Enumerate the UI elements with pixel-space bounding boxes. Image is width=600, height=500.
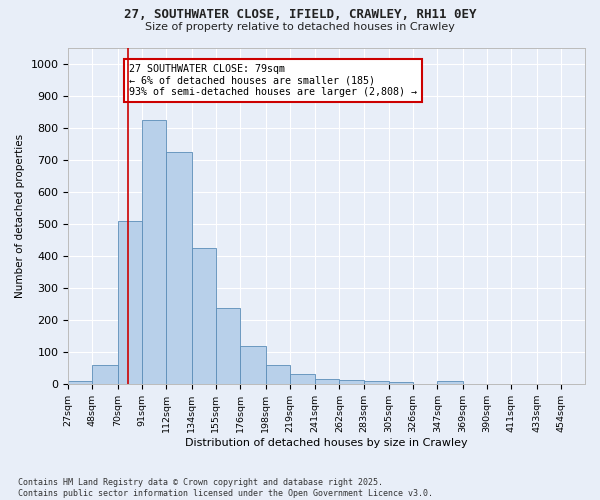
Bar — [166, 152, 191, 384]
Bar — [92, 366, 118, 384]
Bar — [266, 366, 290, 384]
Bar — [290, 374, 315, 384]
Bar — [68, 380, 92, 384]
Text: Contains HM Land Registry data © Crown copyright and database right 2025.
Contai: Contains HM Land Registry data © Crown c… — [18, 478, 433, 498]
Bar — [315, 379, 340, 384]
Bar — [191, 248, 216, 384]
Bar — [340, 380, 364, 384]
X-axis label: Distribution of detached houses by size in Crawley: Distribution of detached houses by size … — [185, 438, 468, 448]
Text: 27 SOUTHWATER CLOSE: 79sqm
← 6% of detached houses are smaller (185)
93% of semi: 27 SOUTHWATER CLOSE: 79sqm ← 6% of detac… — [130, 64, 418, 96]
Bar — [364, 381, 389, 384]
Text: Size of property relative to detached houses in Crawley: Size of property relative to detached ho… — [145, 22, 455, 32]
Y-axis label: Number of detached properties: Number of detached properties — [15, 134, 25, 298]
Bar — [216, 308, 240, 384]
Bar — [240, 346, 266, 384]
Text: 27, SOUTHWATER CLOSE, IFIELD, CRAWLEY, RH11 0EY: 27, SOUTHWATER CLOSE, IFIELD, CRAWLEY, R… — [124, 8, 476, 20]
Bar — [389, 382, 413, 384]
Bar — [118, 221, 142, 384]
Bar — [142, 120, 166, 384]
Bar — [437, 382, 463, 384]
